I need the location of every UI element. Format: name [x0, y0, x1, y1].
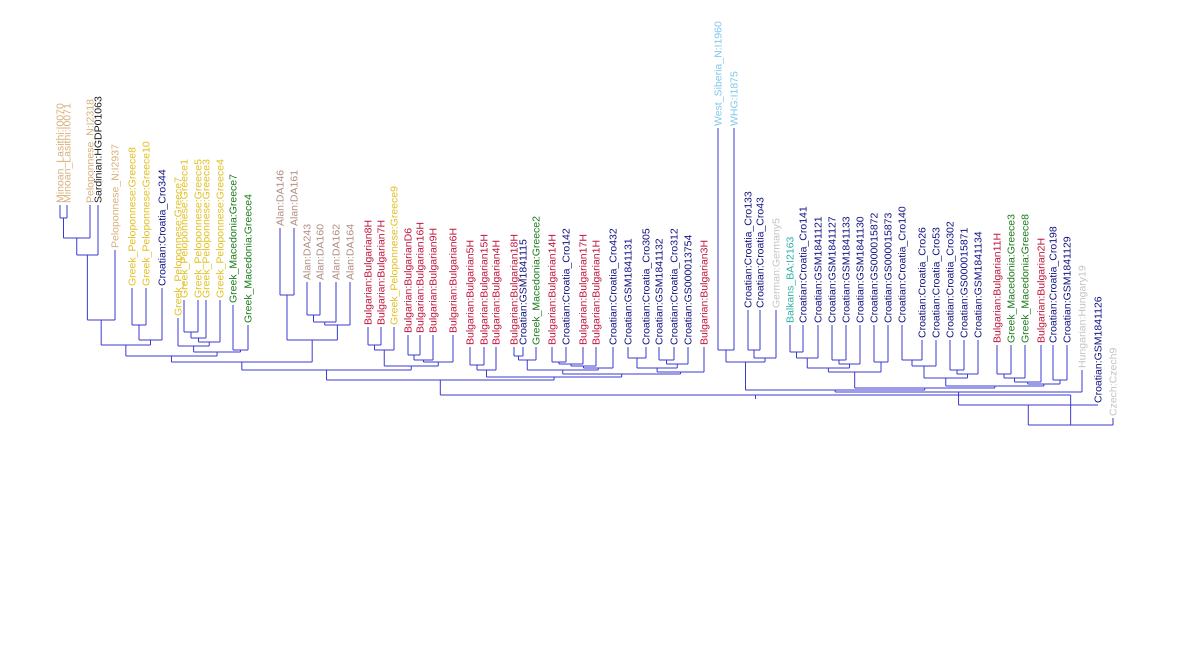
tree-leaf-label: Croatian:Croatia_Cro142 [561, 228, 573, 345]
tree-leaf-label: Croatian:GSM1841130 [855, 216, 867, 323]
tree-leaf-label: Balkans_BA:I2163 [785, 236, 797, 323]
tree-leaf-label: Croatian:GSM1841115 [518, 239, 530, 345]
tree-leaf-label: Bulgarian:Bulgarian15H [479, 234, 491, 345]
tree-leaf-label: Bulgarian:Bulgarian8H [363, 220, 375, 325]
tree-leaf-label: Croatian:GS000015871 [959, 228, 971, 338]
tree-leaf-label: Croatian:GSM1841131 [623, 238, 635, 345]
tree-branches [59, 128, 1114, 426]
tree-leaf-label: Croatian:Croatia_Cro344 [157, 169, 169, 286]
tree-leaf-label: Sardinian:HGDP01063 [93, 96, 105, 203]
tree-leaf-label: Croatian:Croatia_Cro43 [755, 197, 767, 308]
tree-leaf-label: Croatian:Croatia_Cro312 [669, 228, 681, 345]
tree-leaf-label: Minoan_Lasithi:I0070 [55, 103, 67, 203]
tree-leaf-label: Croatian:GSM1841132 [654, 238, 666, 345]
tree-leaf-label: Croatian:GSM1841121 [813, 216, 825, 323]
tree-leaf-label: Greek_Peloponnese:Greece9 [389, 186, 401, 325]
tree-leaf-label: Croatian:Croatia_Cro26 [917, 227, 929, 338]
tree-leaf-label: Alan:DA161 [289, 170, 301, 226]
tree-leaf-label: Bulgarian:Bulgarian14H [547, 234, 559, 345]
tree-leaf-label: Greek_Peloponnese:Greece3 [201, 159, 213, 298]
tree-leaf-label: Czech:Czech9 [1108, 348, 1120, 416]
tree-leaf-label: Bulgarian:Bulgarian7H [376, 220, 388, 325]
tree-leaf-labels: Minoan_Lasithi:I0070Minoan_Lasithi:I0071… [55, 21, 1120, 416]
tree-leaf-label: Greek_Peloponnese:Greece10 [141, 141, 153, 286]
tree-leaf-label: West_Siberia_N:I1960 [713, 21, 725, 126]
tree-leaf-label: Hungarian:Hungary19 [1077, 265, 1089, 368]
tree-leaf-label: Alan:DA146 [275, 170, 287, 226]
tree-leaf-label: Greek_Macedonia:Greece7 [228, 174, 240, 303]
tree-leaf-label: Croatian:Croatia_Cro140 [897, 206, 909, 323]
tree-leaf-label: Greek_Peloponnese:Greece1 [179, 159, 191, 298]
tree-leaf-label: Bulgarian:BulgarianD6 [403, 228, 415, 333]
tree-leaf-label: Bulgarian:Bulgarian18H [509, 234, 521, 345]
tree-leaf-label: Croatian:Croatia_Cro305 [641, 228, 653, 345]
tree-leaf-label: Croatian:GS000013754 [683, 235, 695, 345]
tree-leaf-label: Bulgarian:Bulgarian3H [699, 240, 711, 345]
tree-leaf-label: Bulgarian:Bulgarian6H [448, 228, 460, 333]
tree-leaf-label: Alan:DA164 [345, 224, 357, 280]
tree-leaf-label: Bulgarian:Bulgarian11H [992, 233, 1004, 343]
tree-leaf-label: Croatian:GS000015872 [869, 213, 881, 323]
tree-leaf-label: Greek_Macedonia:Greece3 [1006, 214, 1018, 343]
tree-leaf-label: Croatian:GSM1841126 [1093, 296, 1105, 403]
tree-leaf-label: Croatian:Croatia_Cro133 [743, 191, 755, 308]
tree-leaf-label: Croatian:GS000015873 [883, 213, 895, 323]
tree-leaf-label: Bulgarian:Bulgarian17H [578, 234, 590, 345]
tree-leaf-label: Alan:DA243 [302, 224, 314, 280]
tree-leaf-label: Greek_Macedonia:Greece2 [531, 216, 543, 345]
tree-leaf-label: Greek_Peloponnese:Greece8 [127, 147, 139, 286]
tree-leaf-label: Bulgarian:Bulgarian5H [465, 240, 477, 345]
tree-leaf-label: Bulgarian:Bulgarian1H [591, 240, 603, 345]
tree-leaf-label: German:Germany5 [771, 218, 783, 308]
tree-leaf-label: Croatian:GSM1841127 [827, 216, 839, 323]
tree-leaf-label: Bulgarian:Bulgarian9H [428, 228, 440, 333]
tree-leaf-label: Greek_Peloponnese:Greece5 [193, 159, 205, 298]
tree-leaf-label: Alan:DA160 [315, 224, 327, 280]
tree-leaf-label: Bulgarian:Bulgarian2H [1036, 238, 1048, 343]
tree-leaf-label: Peloponnese_N:I2937 [110, 144, 122, 248]
tree-leaf-label: Greek_Peloponnese:Greece4 [215, 159, 227, 298]
tree-leaf-label: Greek_Macedonia:Greece8 [1020, 214, 1032, 343]
tree-leaf-label: Bulgarian:Bulgarian16H [415, 222, 427, 333]
tree-leaf-label: Peloponnese_N:I2318 [85, 99, 97, 203]
tree-leaf-label: Croatian:Croatia_Cro141 [798, 206, 810, 323]
tree-leaf-label: Croatian:GSM1841129 [1062, 236, 1074, 343]
tree-leaf-label: Bulgarian:Bulgarian4H [491, 240, 503, 345]
tree-leaf-label: Greek_Peloponnese:Greece7 [173, 177, 185, 316]
tree-leaf-label: Croatian:Croatia_Cro198 [1048, 226, 1060, 343]
tree-leaf-label: Croatian:GSM1841134 [973, 231, 985, 338]
tree-leaf-label: Croatian:Croatia_Cro53 [931, 227, 943, 338]
tree-leaf-label: WHG:I1875 [729, 71, 741, 126]
tree-leaf-label: Croatian:GSM1841133 [841, 216, 853, 323]
tree-leaf-label: Minoan_Lasithi:I0071 [62, 103, 74, 203]
tree-leaf-label: Greek_Macedonia:Greece4 [243, 194, 255, 323]
tree-leaf-label: Croatian:Croatia_Cro302 [945, 221, 957, 338]
tree-leaf-label: Alan:DA162 [331, 224, 343, 280]
tree-leaf-label: Croatian:Croatia_Cro432 [608, 228, 620, 345]
